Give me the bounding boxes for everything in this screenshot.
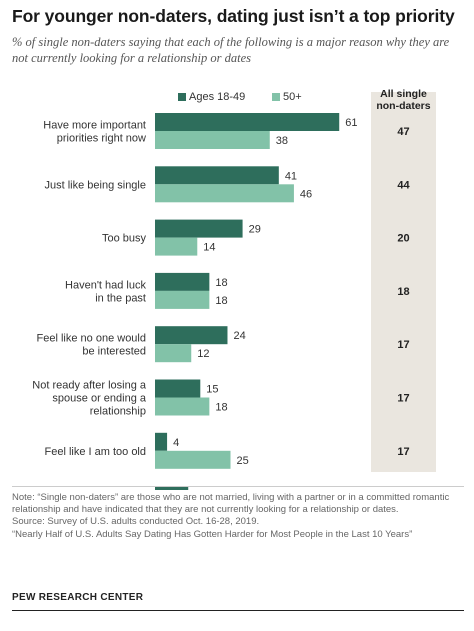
notes-block: Note: “Single non-daters” are those who …	[12, 492, 462, 541]
total-value: 18	[397, 286, 409, 298]
bar-50-plus	[155, 237, 198, 256]
category-label: Have more important	[43, 120, 146, 132]
category-label: be interested	[82, 346, 146, 358]
legend-label: 50+	[283, 91, 302, 103]
bar-50-plus	[155, 184, 294, 203]
bar-ages-18-49	[155, 432, 168, 451]
total-value: 44	[397, 179, 410, 191]
report-title-text: “Nearly Half of U.S. Adults Say Dating H…	[12, 528, 413, 540]
bar-ages-18-49	[155, 272, 210, 291]
data-label: 41	[285, 170, 297, 182]
data-label: 38	[276, 135, 288, 147]
total-value: 20	[397, 233, 409, 245]
chart-title: For younger non-daters, dating just isn’…	[12, 6, 455, 26]
data-label: 12	[197, 348, 209, 360]
data-label: 18	[215, 295, 227, 307]
bar-ages-18-49	[155, 219, 243, 238]
data-label: 29	[249, 224, 261, 236]
note-text: Note: “Single non-daters” are those who …	[12, 492, 450, 516]
legend-swatch	[272, 93, 280, 101]
legend-label: Ages 18-49	[189, 91, 245, 103]
category-label: Feel like no one would	[37, 333, 146, 345]
total-value: 47	[397, 126, 409, 138]
category-label: Not ready after losing a	[32, 380, 147, 392]
org-name: PEW RESEARCH CENTER	[12, 592, 144, 603]
category-label: spouse or ending a	[52, 393, 146, 405]
total-column-header: All single	[380, 88, 427, 100]
data-label: 61	[345, 117, 357, 129]
source-text: Source: Survey of U.S. adults conducted …	[12, 516, 260, 528]
total-value: 17	[397, 339, 409, 351]
divider	[12, 486, 464, 487]
bar-ages-18-49	[155, 166, 279, 185]
bar-50-plus	[155, 344, 192, 363]
data-label: 15	[206, 384, 218, 396]
category-label: priorities right now	[57, 133, 146, 145]
category-label: Too busy	[102, 233, 147, 245]
data-label: 14	[203, 242, 215, 254]
bar-ages-18-49	[155, 113, 340, 131]
data-label: 46	[300, 188, 312, 200]
category-label: Feel like I am too old	[45, 446, 147, 458]
bar-50-plus	[155, 290, 210, 309]
category-label: relationship	[90, 406, 146, 418]
bar-50-plus	[155, 450, 231, 469]
bar-50-plus	[155, 397, 210, 416]
chart-subtitle: % of single non-daters saying that each …	[12, 35, 450, 65]
total-column-background	[371, 92, 436, 472]
bottom-divider	[12, 610, 464, 611]
bar-50-plus	[155, 131, 270, 149]
data-label: 18	[215, 402, 227, 414]
data-label: 24	[233, 330, 245, 342]
data-label: 18	[215, 277, 227, 289]
bar-ages-18-49	[155, 326, 228, 345]
legend-swatch	[178, 93, 186, 101]
category-label: in the past	[95, 292, 146, 304]
total-value: 17	[397, 446, 409, 458]
bar-ages-18-49	[155, 486, 189, 490]
bar-ages-18-49	[155, 379, 201, 398]
category-label: Just like being single	[44, 179, 146, 191]
category-label: Haven't had luck	[65, 279, 146, 291]
data-label: 25	[237, 455, 249, 467]
total-column-header: non-daters	[376, 100, 430, 112]
data-label: 4	[173, 437, 179, 449]
total-value: 17	[397, 393, 409, 405]
